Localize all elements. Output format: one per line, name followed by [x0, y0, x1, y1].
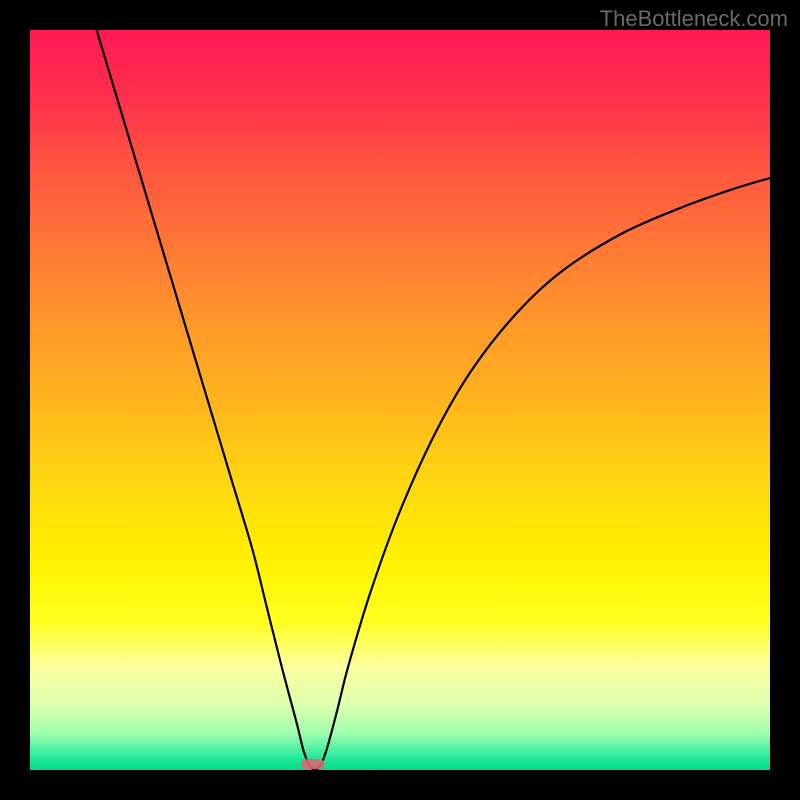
minimum-marker: [301, 759, 325, 769]
watermark-text: TheBottleneck.com: [600, 6, 788, 32]
chart-background: [30, 30, 770, 770]
chart-svg: [30, 30, 770, 770]
bottleneck-chart: [30, 30, 770, 770]
